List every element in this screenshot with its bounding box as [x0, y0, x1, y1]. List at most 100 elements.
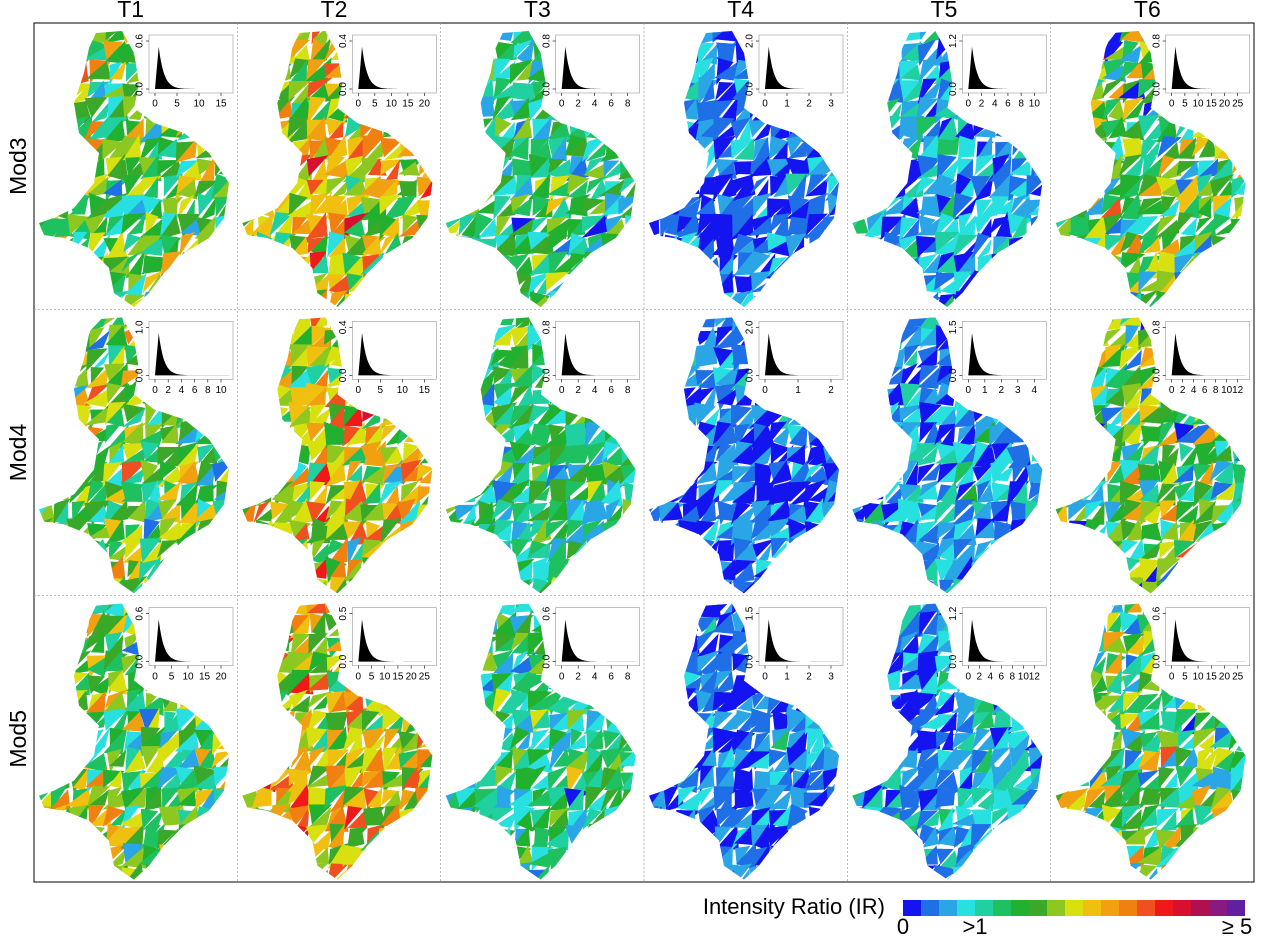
map-cell — [270, 271, 289, 296]
map-cell — [253, 118, 270, 137]
map-cell — [456, 675, 475, 696]
map-cell — [290, 271, 307, 296]
x-tick-label: 5 — [372, 99, 378, 110]
map-cell — [993, 253, 1009, 278]
map-cell — [898, 271, 923, 297]
map-cell — [1047, 525, 1069, 541]
map-cell — [381, 294, 405, 311]
map-cell — [346, 581, 364, 604]
map-cell — [990, 116, 1012, 137]
map-cell — [259, 826, 270, 848]
map-cell — [417, 695, 439, 715]
map-cell — [1047, 540, 1068, 565]
map-cell — [1011, 581, 1029, 602]
map-cell — [30, 539, 49, 561]
map-cell — [161, 558, 182, 583]
map-cell — [809, 387, 828, 408]
map-cell — [1068, 253, 1086, 273]
map-cell — [477, 43, 493, 65]
map-cell — [236, 443, 253, 463]
map-cell — [571, 273, 583, 296]
map-cell — [643, 390, 664, 406]
map-cell — [254, 441, 278, 467]
x-tick-label: 10 — [1221, 385, 1233, 396]
map-cell — [642, 562, 660, 579]
map-cell — [1217, 117, 1232, 143]
map-cell — [881, 258, 902, 275]
map-cell — [1235, 447, 1253, 462]
map-cell — [219, 847, 232, 866]
map-cell — [695, 309, 716, 327]
map-cell — [420, 581, 441, 600]
map-cell — [214, 788, 234, 808]
map-cell — [641, 199, 662, 220]
map-cell — [239, 258, 255, 278]
map-cell — [254, 577, 271, 598]
map-cell — [1089, 154, 1105, 176]
x-tick-label: 2 — [575, 99, 581, 110]
map-cell — [402, 405, 419, 427]
map-cell — [253, 290, 275, 309]
map-cell — [253, 292, 275, 312]
map-cell — [422, 519, 441, 544]
map-cell — [903, 21, 921, 41]
x-tick-label: 8 — [1018, 99, 1024, 110]
y-tick-label: 0.6 — [135, 606, 146, 620]
map-cell — [110, 296, 122, 310]
map-cell — [215, 428, 233, 448]
map-cell — [236, 194, 259, 219]
map-cell — [1049, 291, 1066, 314]
map-cell — [458, 293, 479, 317]
map-cell — [847, 117, 867, 141]
map-cell — [295, 561, 310, 583]
map-cell — [49, 116, 69, 135]
map-cell — [1068, 65, 1090, 82]
map-cell — [218, 733, 237, 749]
map-cell — [1230, 290, 1253, 312]
map-cell — [363, 580, 383, 598]
map-cell — [421, 291, 438, 314]
map-cell — [416, 405, 434, 422]
map-cell — [402, 253, 423, 276]
map-cell — [974, 271, 994, 292]
map-cell — [583, 252, 604, 272]
map-cell — [645, 156, 662, 182]
map-cell — [868, 539, 881, 561]
map-cell — [1196, 255, 1217, 277]
map-cell — [215, 689, 234, 712]
map-cell — [418, 806, 437, 828]
map-cell — [602, 96, 626, 121]
map-cell — [663, 235, 683, 255]
map-cell — [1193, 580, 1218, 602]
map-cell — [663, 162, 682, 181]
map-cell — [666, 330, 679, 351]
map-cell — [851, 196, 869, 218]
map-cell — [1068, 81, 1087, 98]
map-cell — [626, 278, 644, 296]
x-tick-label: 20 — [1219, 99, 1231, 110]
map-cell — [442, 367, 457, 390]
map-cell — [34, 386, 52, 408]
map-cell — [568, 297, 584, 315]
x-tick-label: 0 — [356, 671, 362, 682]
map-cell — [863, 388, 883, 406]
map-cell — [343, 869, 362, 889]
map-cell — [219, 158, 237, 176]
map-cell — [666, 365, 680, 387]
map-cell — [647, 578, 663, 599]
map-cell — [418, 233, 440, 253]
map-cell — [437, 22, 461, 46]
map-cell — [495, 312, 517, 325]
map-cell — [457, 617, 475, 635]
map-cell — [89, 845, 109, 865]
map-cell — [54, 123, 71, 141]
map-cell — [601, 539, 623, 564]
map-cell — [196, 807, 215, 826]
map-cell — [415, 539, 436, 557]
map-cell — [386, 292, 398, 314]
map-cell — [86, 293, 103, 310]
map-cell — [460, 422, 474, 448]
map-cell — [49, 711, 69, 733]
map-cell — [255, 710, 278, 733]
map-cell — [234, 524, 253, 543]
